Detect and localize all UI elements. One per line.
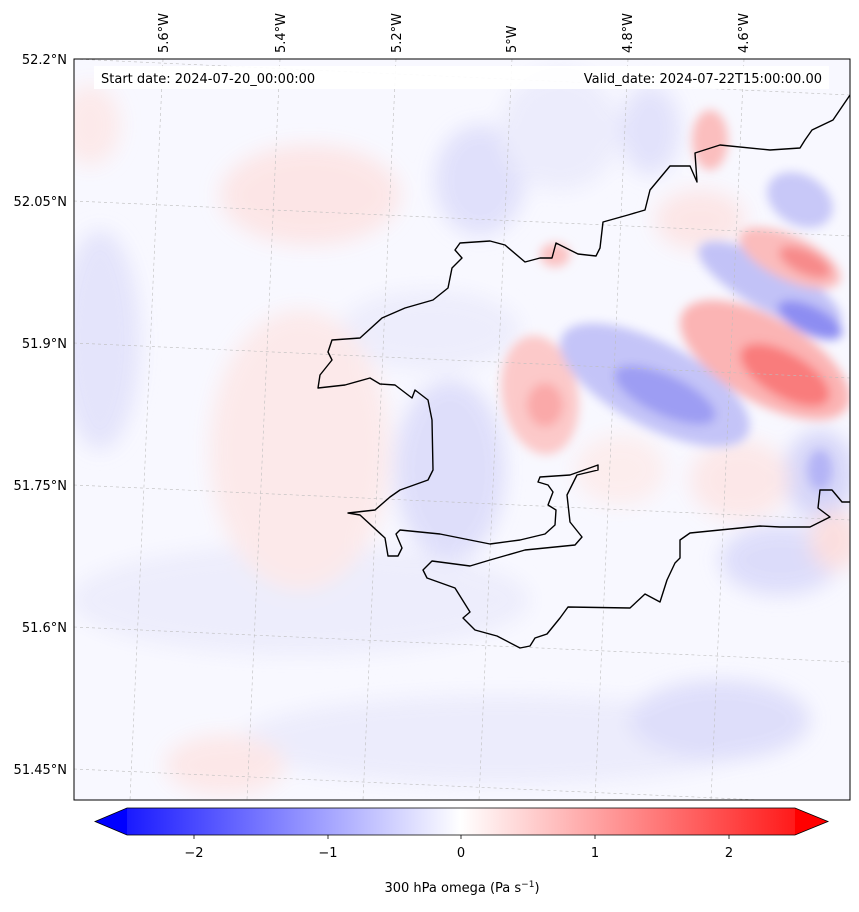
latitude-labels: 52.2°N 52.05°N 51.9°N 51.75°N 51.6°N 51.… bbox=[14, 53, 67, 778]
lat-label: 52.05°N bbox=[14, 195, 67, 210]
colorbar: −2 −1 0 1 2 300 hPa omega (Pa s−1) bbox=[93, 807, 830, 896]
colorbar-tick-label: 0 bbox=[457, 846, 465, 861]
valid-date-label: Valid_date: 2024-07-22T15:00:00.00 bbox=[584, 72, 822, 87]
colorbar-max-extend bbox=[795, 808, 828, 835]
lon-label: 4.8°W bbox=[621, 13, 636, 53]
colorbar-label: 300 hPa omega (Pa s−1) bbox=[384, 880, 539, 896]
lon-label: 5.2°W bbox=[390, 13, 405, 53]
colorbar-tick-label: −2 bbox=[184, 846, 203, 861]
lat-label: 51.45°N bbox=[14, 763, 67, 778]
colorbar-tick-label: 2 bbox=[725, 846, 733, 861]
lat-label: 51.6°N bbox=[22, 621, 67, 636]
lon-label: 4.6°W bbox=[737, 13, 752, 53]
coastline bbox=[317, 94, 850, 649]
date-header-box bbox=[94, 66, 829, 89]
start-date-label: Start date: 2024-07-20_00:00:00 bbox=[101, 72, 315, 87]
longitude-labels: 5.6°W 5.4°W 5.2°W 5°W 4.8°W 4.6°W bbox=[157, 13, 752, 53]
colorbar-tick-label: −1 bbox=[318, 846, 337, 861]
lat-label: 51.75°N bbox=[14, 479, 67, 494]
colorbar-min-extend bbox=[95, 808, 127, 835]
map-frame bbox=[73, 58, 851, 801]
lon-label: 5.4°W bbox=[274, 13, 289, 53]
lat-label: 52.2°N bbox=[22, 53, 67, 68]
omega-field bbox=[74, 59, 850, 800]
lon-label: 5.6°W bbox=[157, 13, 172, 53]
graticule bbox=[74, 59, 850, 800]
colorbar-tick-label: 1 bbox=[591, 846, 599, 861]
lon-label: 5°W bbox=[505, 25, 520, 53]
lat-label: 51.9°N bbox=[22, 337, 67, 352]
